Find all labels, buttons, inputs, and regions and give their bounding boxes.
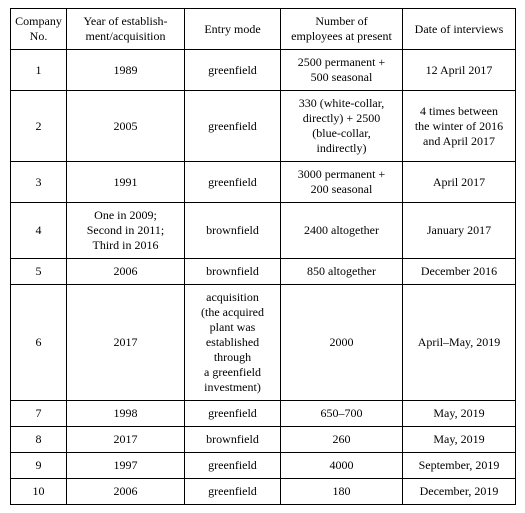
table-row: 8 2017 brownfield 260 May, 2019 <box>11 427 516 453</box>
cell-entry-mode: acquisition(the acquiredplant wasestabli… <box>185 285 281 401</box>
cell-company-no: 7 <box>11 401 67 427</box>
cell-date: September, 2019 <box>403 453 516 479</box>
cell-year: 2005 <box>67 91 185 162</box>
cell-entry-mode: greenfield <box>185 401 281 427</box>
cell-date: December 2016 <box>403 259 516 285</box>
cell-date: 12 April 2017 <box>403 50 516 91</box>
table-row: 1 1989 greenfield 2500 permanent +500 se… <box>11 50 516 91</box>
cell-entry-mode: brownfield <box>185 427 281 453</box>
cell-date: January 2017 <box>403 203 516 259</box>
cell-entry-mode: greenfield <box>185 479 281 505</box>
cell-employees: 330 (white-collar,directly) + 2500(blue-… <box>281 91 403 162</box>
table-row: 2 2005 greenfield 330 (white-collar,dire… <box>11 91 516 162</box>
table-row: 5 2006 brownfield 850 altogether Decembe… <box>11 259 516 285</box>
cell-year: 1991 <box>67 162 185 203</box>
cell-company-no: 4 <box>11 203 67 259</box>
cell-employees: 180 <box>281 479 403 505</box>
cell-year: 2017 <box>67 285 185 401</box>
cell-employees: 2000 <box>281 285 403 401</box>
cell-company-no: 9 <box>11 453 67 479</box>
cell-employees: 850 altogether <box>281 259 403 285</box>
table-header-row: CompanyNo. Year of establish-ment/acquis… <box>11 9 516 50</box>
cell-year: 1998 <box>67 401 185 427</box>
table-row: 9 1997 greenfield 4000 September, 2019 <box>11 453 516 479</box>
cell-company-no: 5 <box>11 259 67 285</box>
cell-date: April–May, 2019 <box>403 285 516 401</box>
cell-year: 1989 <box>67 50 185 91</box>
cell-company-no: 6 <box>11 285 67 401</box>
col-header-year: Year of establish-ment/acquisition <box>67 9 185 50</box>
cell-entry-mode: greenfield <box>185 162 281 203</box>
cell-company-no: 1 <box>11 50 67 91</box>
cell-employees: 650–700 <box>281 401 403 427</box>
cell-year: 2006 <box>67 479 185 505</box>
table-body: 1 1989 greenfield 2500 permanent +500 se… <box>11 50 516 505</box>
cell-company-no: 3 <box>11 162 67 203</box>
col-header-employees: Number ofemployees at present <box>281 9 403 50</box>
cell-employees: 2400 altogether <box>281 203 403 259</box>
cell-entry-mode: greenfield <box>185 91 281 162</box>
cell-year: 2006 <box>67 259 185 285</box>
cell-entry-mode: greenfield <box>185 50 281 91</box>
cell-employees: 260 <box>281 427 403 453</box>
cell-employees: 3000 permanent +200 seasonal <box>281 162 403 203</box>
cell-employees: 4000 <box>281 453 403 479</box>
cell-entry-mode: brownfield <box>185 259 281 285</box>
cell-year: 2017 <box>67 427 185 453</box>
cell-year: One in 2009;Second in 2011;Third in 2016 <box>67 203 185 259</box>
cell-company-no: 2 <box>11 91 67 162</box>
cell-date: April 2017 <box>403 162 516 203</box>
cell-company-no: 10 <box>11 479 67 505</box>
cell-company-no: 8 <box>11 427 67 453</box>
table-row: 6 2017 acquisition(the acquiredplant was… <box>11 285 516 401</box>
cell-date: December, 2019 <box>403 479 516 505</box>
cell-employees: 2500 permanent +500 seasonal <box>281 50 403 91</box>
cell-entry-mode: brownfield <box>185 203 281 259</box>
cell-year: 1997 <box>67 453 185 479</box>
cell-entry-mode: greenfield <box>185 453 281 479</box>
table-row: 10 2006 greenfield 180 December, 2019 <box>11 479 516 505</box>
col-header-company-no: CompanyNo. <box>11 9 67 50</box>
cell-date: 4 times betweenthe winter of 2016and Apr… <box>403 91 516 162</box>
cell-date: May, 2019 <box>403 427 516 453</box>
table-row: 4 One in 2009;Second in 2011;Third in 20… <box>11 203 516 259</box>
col-header-date: Date of interviews <box>403 9 516 50</box>
cell-date: May, 2019 <box>403 401 516 427</box>
table-row: 7 1998 greenfield 650–700 May, 2019 <box>11 401 516 427</box>
col-header-entry-mode: Entry mode <box>185 9 281 50</box>
company-table: CompanyNo. Year of establish-ment/acquis… <box>10 8 516 505</box>
company-table-container: CompanyNo. Year of establish-ment/acquis… <box>0 0 525 513</box>
table-row: 3 1991 greenfield 3000 permanent +200 se… <box>11 162 516 203</box>
